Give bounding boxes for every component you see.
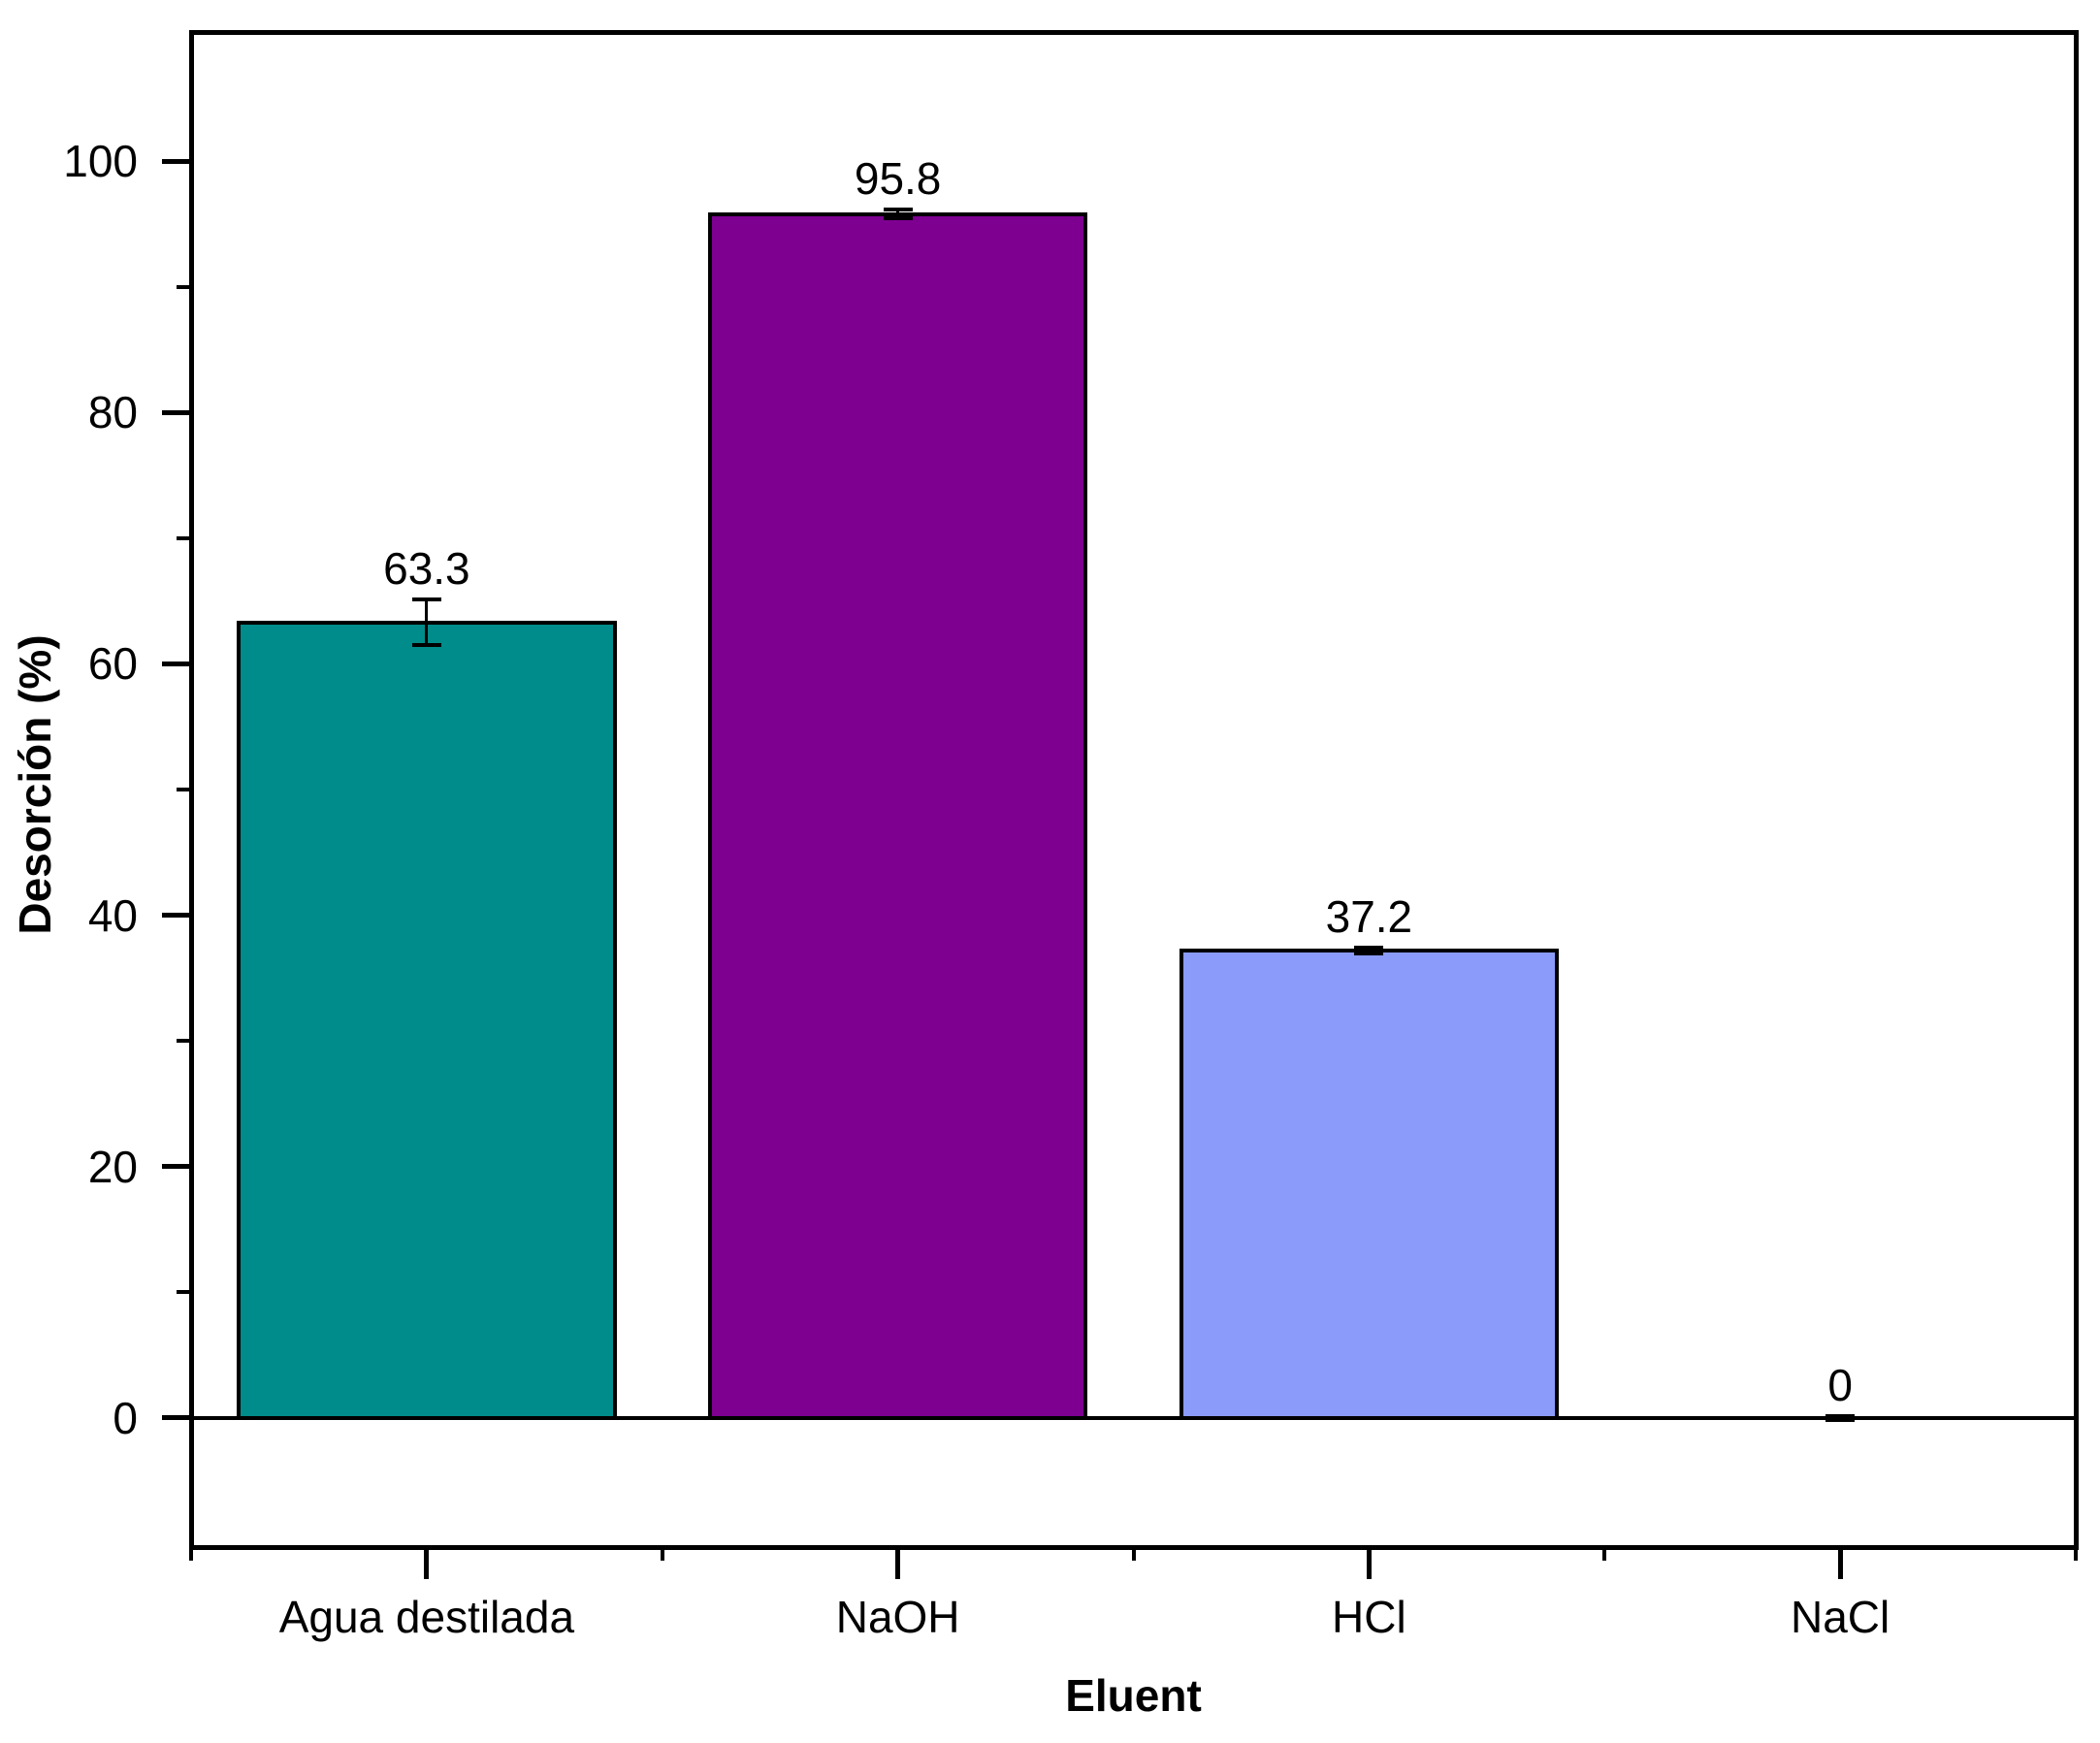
y-minor-tick-2 [177,788,191,791]
y-major-tick-5 [162,158,191,164]
x-category-label-1: NaOH [835,1592,960,1642]
y-tick-label-0: 0 [113,1392,138,1443]
x-minor-tick-0 [189,1547,193,1561]
error-bar-line-1 [896,210,900,219]
y-tick-label-1: 20 [87,1141,138,1192]
x-minor-tick-4 [2074,1547,2078,1561]
error-bar-cap-3-0 [1825,1413,1856,1418]
y-tick-label-2: 40 [87,889,138,941]
x-major-tick-2 [1366,1547,1372,1579]
error-bar-line-0 [425,599,429,646]
x-major-tick-3 [1837,1547,1843,1579]
x-major-tick-1 [895,1547,901,1579]
x-axis-title: Eluent [191,1669,2076,1722]
zero-baseline [191,1415,2076,1420]
error-bar-cap-0-0 [411,597,441,602]
y-tick-label-4: 80 [87,387,138,438]
x-category-label-0: Agua destilada [278,1592,575,1642]
x-major-tick-0 [424,1547,430,1579]
y-tick-label-5: 100 [63,136,138,187]
x-minor-tick-1 [660,1547,664,1561]
bar-1 [707,211,1088,1418]
y-major-tick-0 [162,1415,191,1421]
x-category-label-3: NaCl [1791,1592,1890,1642]
bar-2 [1179,948,1560,1418]
x-category-label-2: HCl [1332,1592,1406,1642]
error-bar-cap-1-0 [883,208,913,212]
x-minor-tick-2 [1131,1547,1136,1561]
value-label-3: 0 [1827,1359,1853,1410]
y-minor-tick-0 [177,1290,191,1295]
y-tick-label-3: 60 [87,638,138,690]
y-minor-tick-1 [177,1039,191,1044]
x-minor-tick-3 [1602,1547,1607,1561]
y-major-tick-2 [162,913,191,919]
y-minor-tick-3 [177,535,191,540]
value-label-1: 95.8 [854,153,942,205]
bar-0 [237,620,617,1418]
y-major-tick-4 [162,409,191,415]
y-minor-tick-4 [177,284,191,289]
error-bar-cap-2-0 [1354,945,1384,950]
error-bar-cap-1-1 [883,216,913,221]
y-major-tick-1 [162,1164,191,1170]
x-axis-title-text: Eluent [1065,1670,1202,1721]
value-label-0: 63.3 [383,543,470,595]
error-bar-line-2 [1367,947,1371,953]
value-label-2: 37.2 [1325,890,1413,942]
error-bar-cap-2-1 [1354,952,1384,956]
error-bar-cap-0-1 [411,643,441,648]
y-major-tick-3 [162,661,191,666]
error-bar-cap-3-1 [1825,1417,1856,1422]
